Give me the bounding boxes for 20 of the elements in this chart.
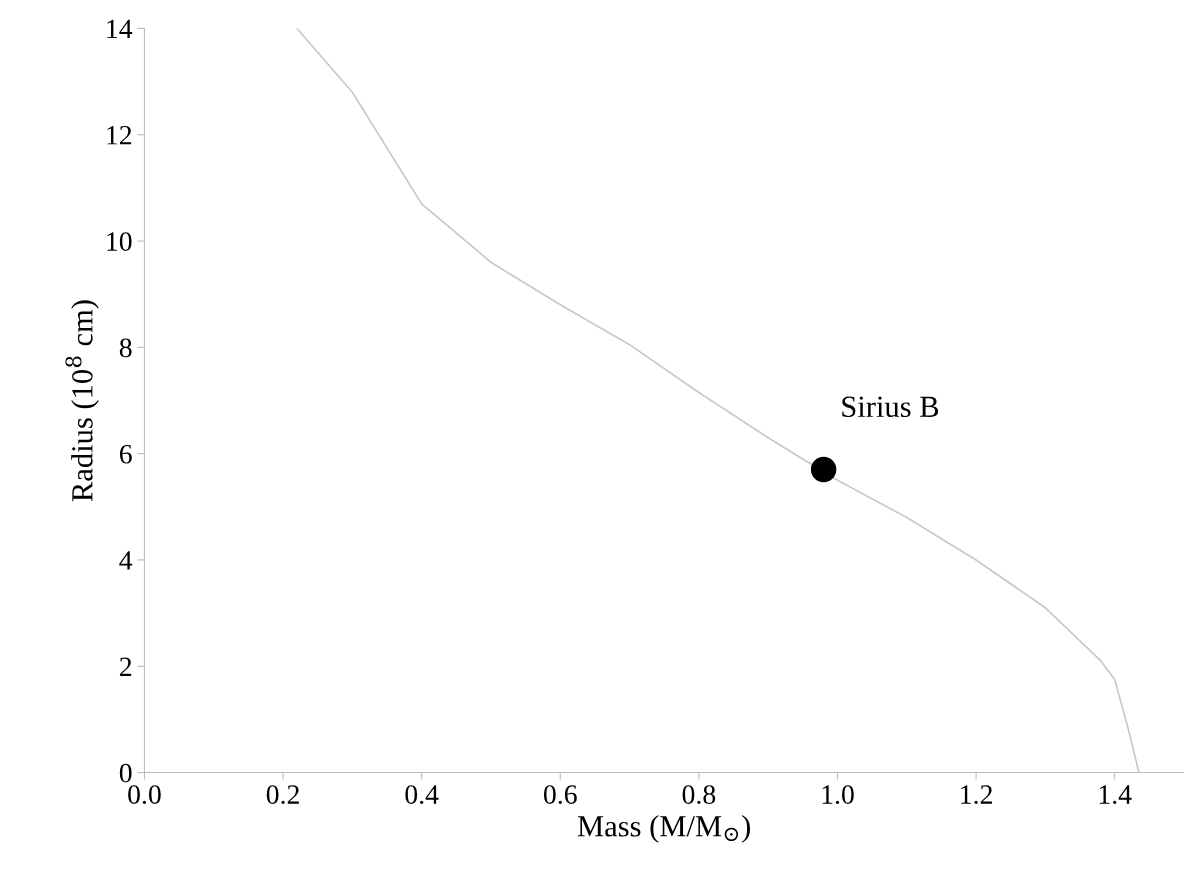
x-tick-label: 1.4 <box>1099 785 1132 805</box>
annotation: Sirius B <box>842 396 939 418</box>
x-tick-label: 1.0 <box>822 785 854 805</box>
y-tick-label: 14 <box>107 19 133 39</box>
x-tick-label: 0.6 <box>543 785 577 805</box>
y-tick-label: 12 <box>107 125 132 145</box>
y-tick-label: 10 <box>107 232 132 251</box>
x-tick-label: 1.2 <box>961 785 992 805</box>
x-tick-label: 0.8 <box>682 785 716 805</box>
x-tick-label: 0.0 <box>128 785 161 805</box>
x-axis-title: Mass (M/M$_{⊙}$) <box>577 815 750 843</box>
y-tick-label: 2 <box>119 657 132 676</box>
y-tick-label: 4 <box>119 551 133 570</box>
x-tick-label: 0.4 <box>405 785 439 805</box>
line-series <box>296 28 1140 773</box>
y-tick-label: 8 <box>119 338 132 358</box>
y-axis-title: Radius (10$^{8}$ cm) <box>65 300 99 502</box>
y-tick-label: 0 <box>119 763 132 783</box>
y-tick-label: 6 <box>119 444 132 464</box>
x-tick-label: 0.2 <box>266 785 299 805</box>
